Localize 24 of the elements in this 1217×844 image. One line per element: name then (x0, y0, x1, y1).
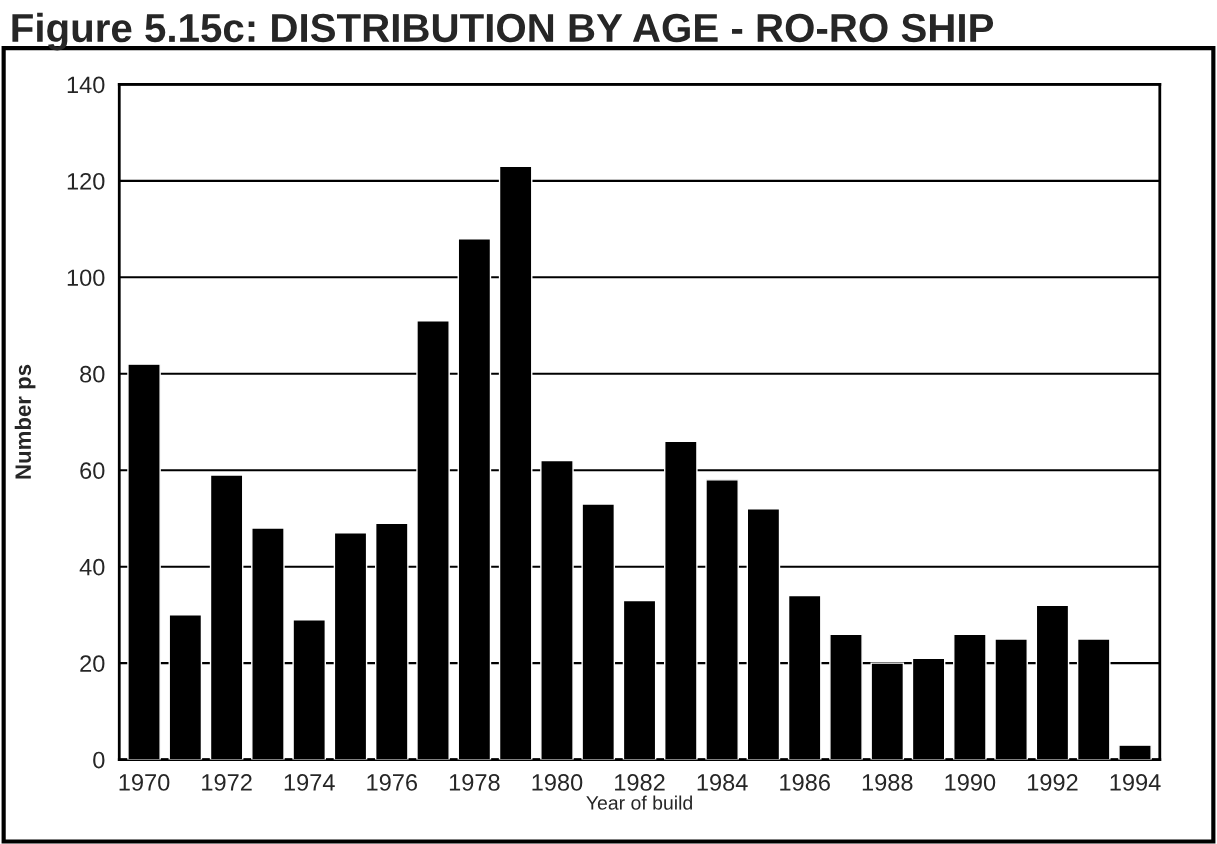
y-axis-title: Number ps (14, 364, 36, 479)
x-tick-label: 1988 (862, 774, 913, 791)
x-tick-label: 1982 (615, 774, 665, 791)
x-tick-label: 1974 (284, 774, 335, 791)
y-tick-label: 20 (80, 655, 105, 672)
x-tick-label: 1984 (697, 774, 748, 791)
y-tick-label: 60 (80, 462, 105, 480)
chart-title: Figure 5.15c: DISTRIBUTION BY AGE - RO-RO SHIP (12, 12, 994, 51)
x-tick-label: 1972 (202, 774, 252, 791)
y-tick-label: 80 (80, 365, 105, 383)
y-tick-label: 120 (67, 172, 105, 190)
x-tick-label: 1994 (1110, 774, 1161, 791)
y-tick-label: 100 (67, 269, 105, 287)
x-tick-label: 1986 (780, 774, 830, 791)
x-tick-label: 1978 (449, 774, 500, 791)
x-tick-label: 1990 (945, 774, 996, 791)
y-tick-label: 40 (79, 558, 105, 576)
x-tick-label: 1980 (532, 774, 583, 791)
x-tick-label: 1976 (367, 774, 418, 791)
x-tick-label: 1970 (119, 774, 170, 791)
y-tick-label: 140 (67, 76, 105, 94)
x-axis-title: Year of build (586, 795, 692, 810)
y-tick-label: 0 (93, 751, 105, 769)
x-tick-label: 1992 (1027, 774, 1078, 791)
